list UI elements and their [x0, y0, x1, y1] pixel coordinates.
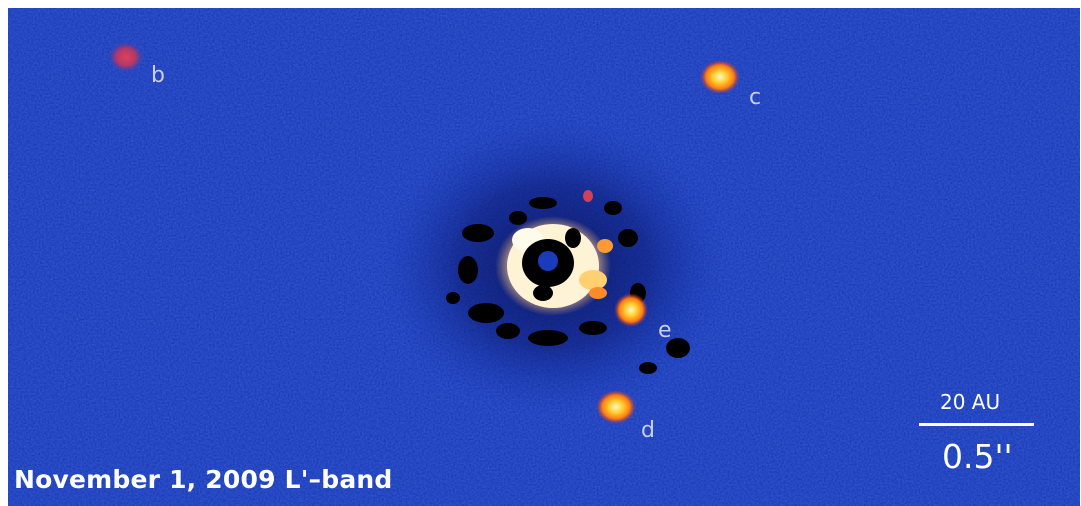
planet-b-marker — [108, 41, 144, 73]
coronagraph-image: b c e d November 1, 2009 L'–band 20 AU 0… — [8, 8, 1080, 506]
planet-c-marker — [700, 60, 740, 94]
image-canvas — [8, 8, 1080, 506]
scale-angle-label: 0.5'' — [942, 437, 1013, 476]
speckle-field — [446, 197, 690, 374]
planet-label-e: e — [658, 318, 672, 343]
planet-d-marker — [596, 390, 636, 424]
planet-e-marker — [614, 293, 648, 327]
scale-bar — [919, 423, 1034, 426]
star-residual — [495, 190, 613, 316]
scale-distance-label: 20 AU — [940, 390, 1001, 414]
planet-label-d: d — [641, 418, 655, 443]
planet-label-b: b — [151, 63, 165, 88]
planet-label-c: c — [749, 85, 762, 110]
observation-caption: November 1, 2009 L'–band — [14, 465, 393, 494]
